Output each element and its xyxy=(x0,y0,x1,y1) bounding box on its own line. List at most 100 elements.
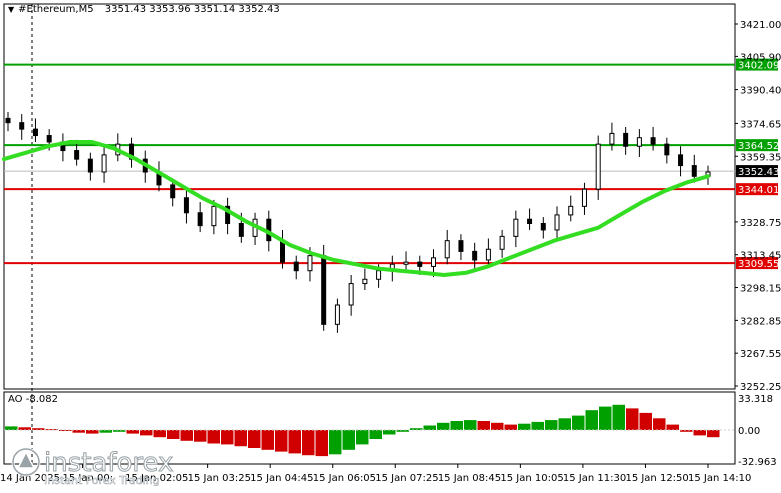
candle-body xyxy=(321,255,327,325)
time-tick-label: 15 Jan 04:45 xyxy=(250,473,313,484)
level-label: 3309.55 xyxy=(738,259,779,270)
ao-scale-zero: 0.00 xyxy=(738,426,760,437)
candle-body xyxy=(623,132,629,147)
ao-scale-min: -32.963 xyxy=(738,457,777,468)
ao-bar xyxy=(18,427,31,430)
price-tick-label: 3282.85 xyxy=(740,316,781,327)
candle-body xyxy=(362,278,368,285)
ao-bar xyxy=(653,418,666,430)
ao-bar xyxy=(531,421,544,430)
open-value: 3351.43 xyxy=(104,4,147,15)
candle-body xyxy=(403,261,409,265)
ao-bar xyxy=(585,410,598,430)
candle-body xyxy=(19,122,25,130)
close-value: 3352.43 xyxy=(238,4,280,15)
ao-bar xyxy=(518,423,531,430)
moving-average-layer xyxy=(2,140,710,277)
level-tag xyxy=(736,139,778,152)
candle-body xyxy=(609,132,615,145)
dropdown-triangle-icon[interactable]: ▼ xyxy=(8,5,15,14)
time-tick-label: 15 Jan 00: xyxy=(63,473,114,484)
ao-axis: 33.318 0.00 -32.963 xyxy=(738,394,777,468)
candle-body xyxy=(170,184,176,199)
candle-body xyxy=(417,261,423,267)
candle-body xyxy=(307,255,313,272)
candle-body xyxy=(444,240,450,259)
ao-bar xyxy=(221,430,234,445)
ao-bar xyxy=(491,422,504,430)
candle-body xyxy=(664,143,670,156)
level-label: 3402.09 xyxy=(738,61,779,72)
ao-bar xyxy=(464,420,477,430)
candle-body xyxy=(540,223,546,231)
price-tick-label: 3421.00 xyxy=(740,20,781,31)
candle-body xyxy=(568,205,574,216)
candle-body xyxy=(499,235,505,250)
ao-bar xyxy=(572,415,585,430)
ao-bar xyxy=(113,430,126,432)
ao-bar xyxy=(275,430,288,452)
candle-body xyxy=(691,165,697,177)
ao-bar xyxy=(140,430,153,436)
candle-body xyxy=(554,214,560,231)
candle-body xyxy=(5,117,11,124)
ao-bar xyxy=(261,430,274,450)
time-tick-label: 14 Jan 2025 xyxy=(0,473,60,484)
ao-bar xyxy=(342,430,355,450)
price-tick-label: 3267.55 xyxy=(740,349,781,360)
time-axis: 14 Jan 2025 15 Jan 00: 15 Jan 02:05 15 Jan … xyxy=(0,464,751,484)
ao-bar xyxy=(32,428,45,430)
level-tag xyxy=(736,183,778,196)
price-tick-label: 3359.35 xyxy=(740,152,781,163)
level-tag xyxy=(736,58,778,71)
ao-bar xyxy=(680,430,693,432)
ao-bar xyxy=(707,430,720,438)
ao-bar xyxy=(5,426,18,430)
ao-bar xyxy=(545,420,558,430)
candle-body xyxy=(238,223,244,237)
ao-bar xyxy=(72,430,85,433)
candle-body xyxy=(636,137,642,147)
ao-bar xyxy=(153,430,166,438)
current-price-tag xyxy=(736,165,778,178)
ao-bar xyxy=(437,422,450,430)
candle-body xyxy=(485,248,491,261)
candle-body xyxy=(280,240,286,263)
chart-header: ▼ #Ethereum,M5 3351.43 3353.96 3351.14 33… xyxy=(8,4,280,15)
ao-bar xyxy=(450,420,463,430)
candle-body xyxy=(334,304,340,325)
ao-bar xyxy=(86,430,99,434)
ao-bar xyxy=(383,430,396,435)
ao-bar xyxy=(288,430,301,454)
price-tick-label: 3374.65 xyxy=(740,119,781,130)
ao-bar xyxy=(315,430,328,457)
ao-bar xyxy=(329,430,342,455)
candle-body xyxy=(32,128,38,137)
candle-body xyxy=(183,197,189,214)
candle-body xyxy=(101,154,107,173)
ao-bar xyxy=(626,408,639,430)
ao-bar xyxy=(666,424,679,430)
ao-scale-max: 33.318 xyxy=(738,394,773,405)
time-tick-label: 15 Jan 06:05 xyxy=(313,473,376,484)
candle-body xyxy=(581,188,587,207)
candle-body xyxy=(225,205,231,225)
candle-body xyxy=(472,250,478,261)
candle-body xyxy=(430,257,436,267)
ao-panel-frame xyxy=(3,391,736,465)
ao-bar xyxy=(234,430,247,447)
time-tick-label: 15 Jan 08:45 xyxy=(438,473,501,484)
ao-bar xyxy=(99,430,112,433)
candle-body xyxy=(458,240,464,252)
ao-bar xyxy=(504,424,517,430)
ao-bar xyxy=(599,406,612,430)
ao-bar xyxy=(248,430,261,449)
candle-body xyxy=(87,158,93,173)
ao-bar xyxy=(126,430,139,434)
price-tick-label: 3405.90 xyxy=(740,52,781,63)
ao-bar xyxy=(302,430,315,456)
price-tick-label: 3328.75 xyxy=(740,218,781,229)
candle-body xyxy=(376,270,382,280)
